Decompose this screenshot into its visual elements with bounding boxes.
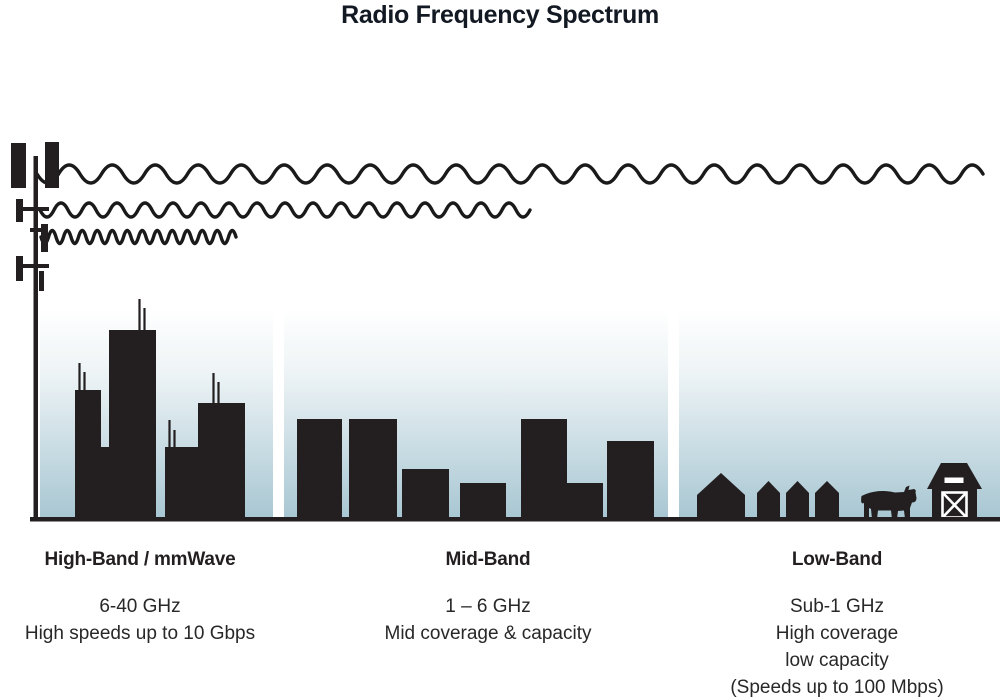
mid-band-description: Mid coverage & capacity xyxy=(384,623,592,644)
mid-band-frequency: 1 – 6 GHz xyxy=(445,596,531,617)
low-band-wave-icon xyxy=(35,163,985,185)
diagram-title: Radio Frequency Spectrum xyxy=(341,1,659,29)
cow-icon xyxy=(861,485,917,519)
low-band-frequency: Sub-1 GHz xyxy=(790,596,884,617)
high-band-label-group: High-Band / mmWave 6-40 GHz High speeds … xyxy=(20,549,260,647)
high-band-description: High speeds up to 10 Gbps xyxy=(24,623,256,644)
houses-icon xyxy=(697,473,839,520)
cell-tower-icon xyxy=(11,142,59,520)
barn-icon xyxy=(927,463,982,520)
high-band-wave-icon xyxy=(39,228,238,246)
low-band-title: Low-Band xyxy=(791,549,883,570)
low-band-speed: (Speeds up to 100 Mbps) xyxy=(730,677,944,698)
spectrum-diagram-canvas xyxy=(11,142,1000,522)
high-band-title: High-Band / mmWave xyxy=(44,549,236,570)
mid-band-label-group: Mid-Band 1 – 6 GHz Mid coverage & capaci… xyxy=(368,549,608,647)
low-band-capacity: low capacity xyxy=(785,650,889,671)
midrise-buildings-icon xyxy=(297,419,654,520)
mid-band-title: Mid-Band xyxy=(445,549,531,570)
ground-line xyxy=(30,517,1000,522)
low-band-coverage: High coverage xyxy=(775,623,899,644)
low-band-label-group: Low-Band Sub-1 GHz High coverage low cap… xyxy=(697,549,977,700)
city-skyline-icon xyxy=(75,299,245,520)
high-band-frequency: 6-40 GHz xyxy=(99,596,181,617)
mid-band-wave-icon xyxy=(38,201,532,219)
